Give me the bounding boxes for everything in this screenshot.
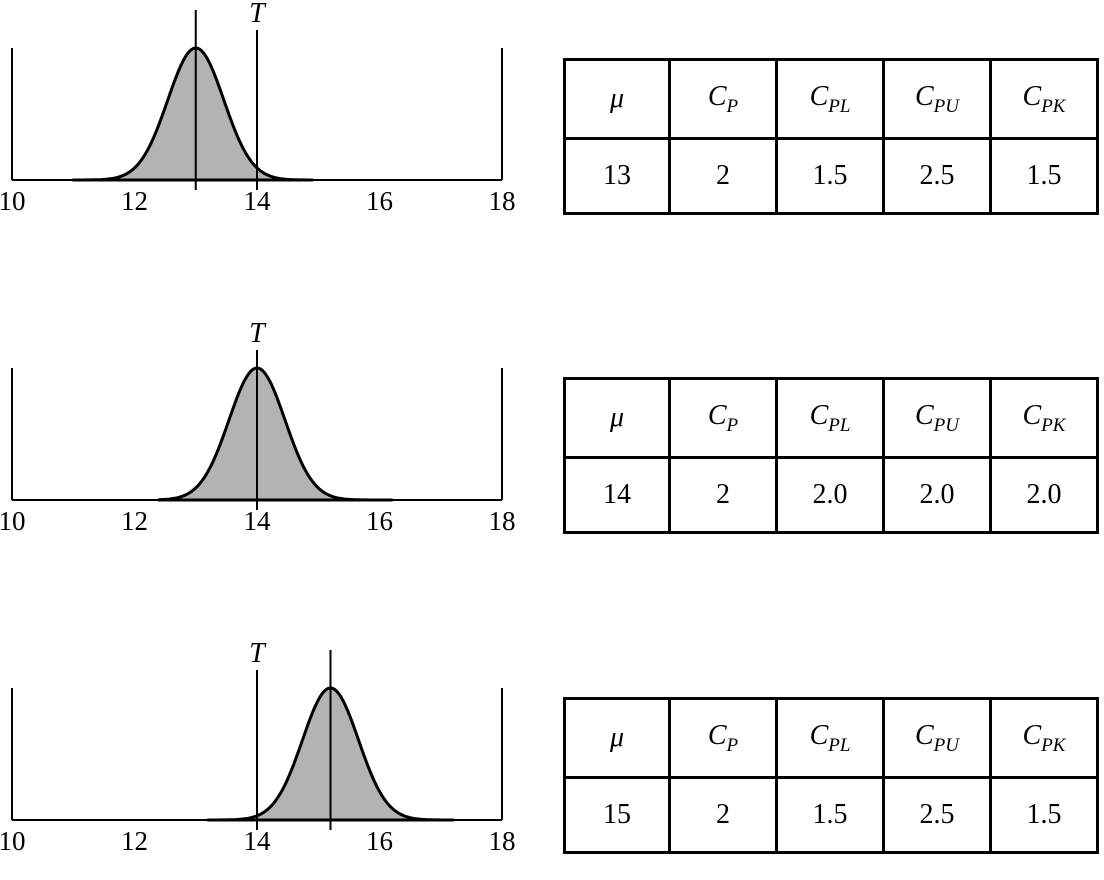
header-cpu: CPU [882, 377, 992, 459]
table-header-row: μ CP CPL CPU CPK [563, 377, 1099, 459]
value-cpu: 2.0 [882, 456, 992, 534]
header-mu: μ [563, 697, 671, 779]
value-cp: 2 [668, 456, 778, 534]
header-cpl: CPL [775, 377, 885, 459]
target-label: T [249, 318, 267, 349]
value-cp: 2 [668, 137, 778, 215]
value-cpk: 1.5 [989, 776, 1099, 854]
tick-label: 12 [121, 186, 148, 216]
value-mu: 13 [563, 137, 671, 215]
distribution-curve [157, 366, 394, 502]
header-cp: CP [668, 697, 778, 779]
tick-label: 16 [366, 186, 393, 216]
header-cpu: CPU [882, 58, 992, 140]
value-cpu: 2.5 [882, 776, 992, 854]
tick-label: 10 [0, 186, 26, 216]
tick-label: 14 [244, 186, 272, 216]
header-cp: CP [668, 377, 778, 459]
table-header-row: μ CP CPL CPU CPK [563, 58, 1099, 140]
tick-label: 10 [0, 506, 26, 536]
capability-panel-1: T 10 12 14 16 18 μ CP CPL CPU CPK 13 2 1.5 2.… [0, 0, 1104, 240]
value-cpl: 1.5 [775, 137, 885, 215]
tick-label: 14 [244, 826, 272, 856]
distribution-plot-2: T 10 12 14 16 18 [0, 318, 516, 536]
header-cpl: CPL [775, 697, 885, 779]
tick-label: 12 [121, 506, 148, 536]
header-cpl: CPL [775, 58, 885, 140]
value-cpl: 2.0 [775, 456, 885, 534]
value-mu: 15 [563, 776, 671, 854]
table-value-row: 15 2 1.5 2.5 1.5 [563, 776, 1099, 854]
value-cpu: 2.5 [882, 137, 992, 215]
tick-label: 12 [121, 826, 148, 856]
value-cpl: 1.5 [775, 776, 885, 854]
tick-label: 16 [366, 826, 393, 856]
capability-panel-3: T 10 12 14 16 18 μ CP CPL CPU CPK 15 2 1.5 2.… [0, 638, 1104, 880]
tick-label: 16 [366, 506, 393, 536]
distribution-curve [71, 46, 314, 182]
header-cpk: CPK [989, 58, 1099, 140]
tick-label: 10 [0, 826, 26, 856]
header-cpk: CPK [989, 697, 1099, 779]
capability-table-2: μ CP CPL CPU CPK 14 2 2.0 2.0 2.0 [563, 377, 1099, 534]
table-value-row: 14 2 2.0 2.0 2.0 [563, 456, 1099, 534]
header-mu: μ [563, 377, 671, 459]
table-value-row: 13 2 1.5 2.5 1.5 [563, 137, 1099, 215]
header-cpu: CPU [882, 697, 992, 779]
tick-label: 18 [489, 186, 516, 216]
value-cpk: 2.0 [989, 456, 1099, 534]
capability-table-1: μ CP CPL CPU CPK 13 2 1.5 2.5 1.5 [563, 58, 1099, 215]
value-mu: 14 [563, 456, 671, 534]
distribution-plot-1: T 10 12 14 16 18 [0, 0, 516, 216]
tick-label: 18 [489, 826, 516, 856]
tick-label: 14 [244, 506, 272, 536]
header-mu: μ [563, 58, 671, 140]
header-cp: CP [668, 58, 778, 140]
tick-label: 18 [489, 506, 516, 536]
value-cp: 2 [668, 776, 778, 854]
capability-panel-2: T 10 12 14 16 18 μ CP CPL CPU CPK 14 2 2.0 2.… [0, 318, 1104, 560]
target-label: T [249, 0, 267, 29]
table-header-row: μ CP CPL CPU CPK [563, 697, 1099, 779]
capability-table-3: μ CP CPL CPU CPK 15 2 1.5 2.5 1.5 [563, 697, 1099, 854]
target-label: T [249, 638, 267, 669]
header-cpk: CPK [989, 377, 1099, 459]
value-cpk: 1.5 [989, 137, 1099, 215]
distribution-plot-3: T 10 12 14 16 18 [0, 638, 516, 856]
